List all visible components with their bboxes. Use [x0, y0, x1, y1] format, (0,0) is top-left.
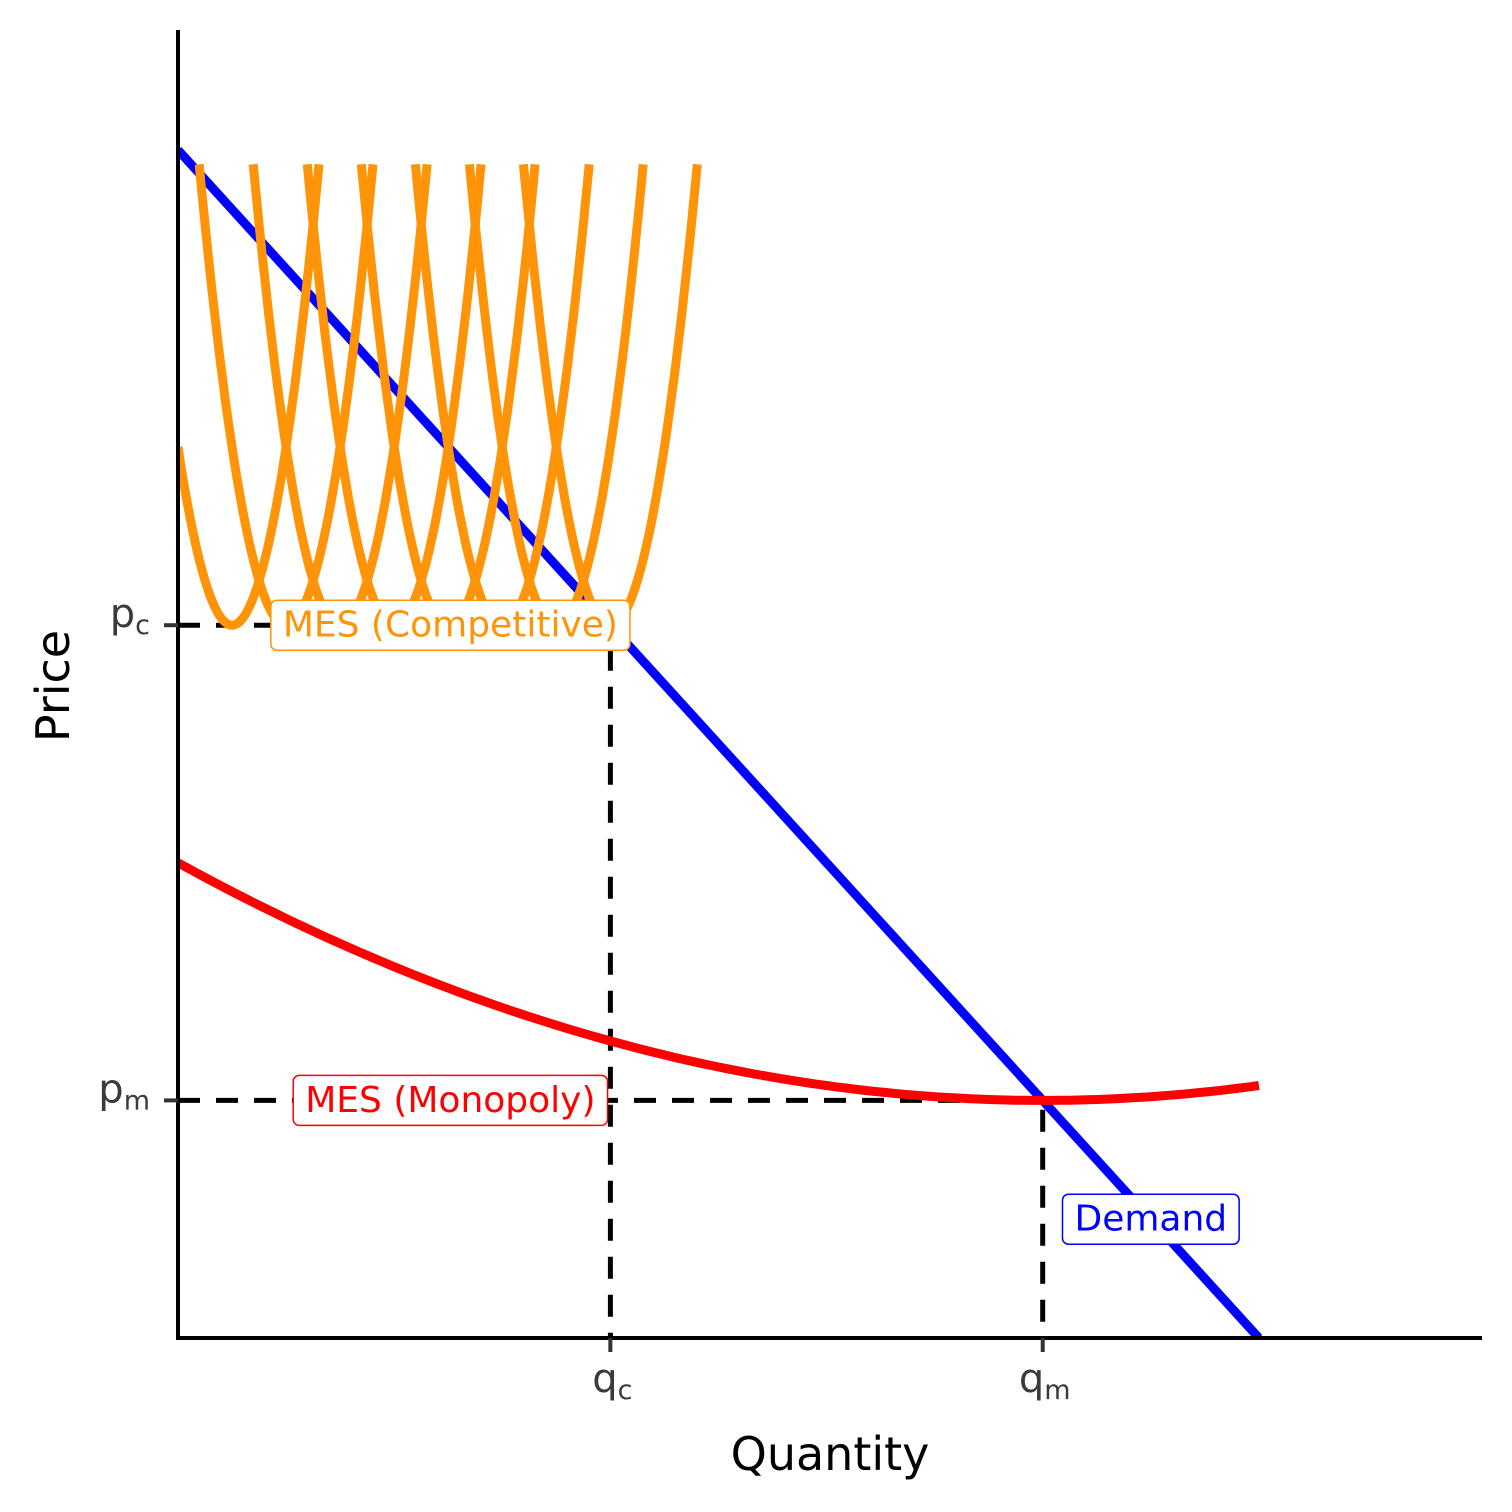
annotations: MES (Competitive) MES (Monopoly) Demand [270, 599, 1240, 1245]
series-demand [178, 146, 1263, 1340]
y-tick-label-1: pm [98, 1066, 150, 1116]
annotation-text-1: MES (Monopoly) [305, 1080, 595, 1121]
series-competitive_ac-5 [410, 163, 594, 630]
guide-lines [178, 622, 1046, 1338]
y-tick-label-0: pc [110, 591, 150, 641]
series-competitive_ac-3 [302, 163, 486, 630]
guide-line-0 [178, 622, 613, 1338]
annotation-label-0: MES (Competitive) [270, 599, 631, 651]
annotation-label-2: Demand [1061, 1193, 1240, 1245]
y-axis-title: Price [26, 630, 80, 742]
series-monopoly_ac [178, 858, 1260, 1105]
series-competitive_ac-1 [194, 163, 378, 630]
plot-series [178, 146, 1263, 1340]
series-competitive_ac-0 [178, 163, 324, 630]
x-axis-title: Quantity [731, 1427, 930, 1481]
series-competitive_ac-4 [356, 163, 540, 630]
annotation-label-1: MES (Monopoly) [292, 1074, 609, 1127]
axes [176, 30, 1482, 1340]
annotation-text-2: Demand [1074, 1199, 1227, 1240]
series-competitive_ac-6 [464, 163, 648, 630]
x-tick-label-0: qc [592, 1356, 632, 1406]
axis-ticks: qc qm pc pm [98, 591, 1070, 1406]
series-competitive_ac-2 [248, 163, 432, 630]
annotation-box-0 [270, 599, 631, 651]
x-tick-label-1: qm [1019, 1356, 1071, 1406]
annotation-box-2 [1061, 1193, 1240, 1245]
annotation-box-1 [292, 1074, 609, 1127]
annotation-text-0: MES (Competitive) [283, 605, 618, 646]
